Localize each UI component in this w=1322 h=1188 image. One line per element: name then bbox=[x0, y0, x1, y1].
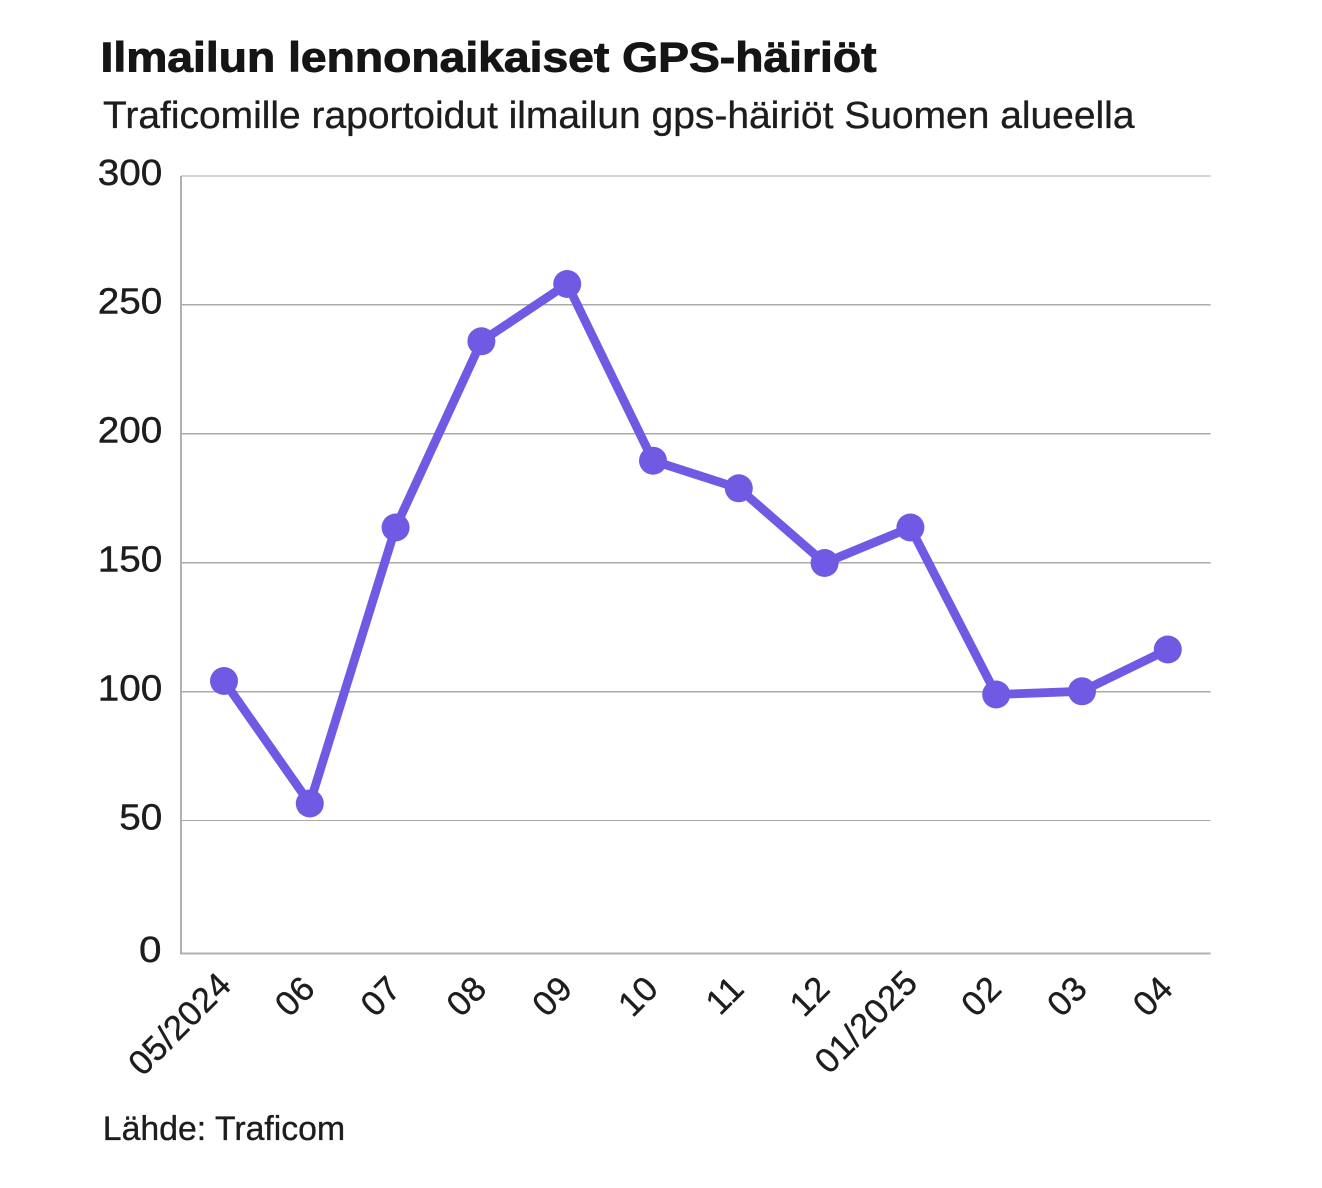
svg-text:50: 50 bbox=[119, 796, 162, 837]
svg-text:Ilmailun lennonaikaiset GPS-hä: Ilmailun lennonaikaiset GPS-häiriöt bbox=[101, 35, 877, 81]
svg-text:150: 150 bbox=[98, 539, 163, 580]
svg-text:Traficomille raportoidut ilmai: Traficomille raportoidut ilmailun gps-hä… bbox=[103, 94, 1135, 137]
svg-text:250: 250 bbox=[98, 281, 163, 322]
svg-text:Lähde: Traficom: Lähde: Traficom bbox=[103, 1110, 345, 1148]
svg-text:200: 200 bbox=[98, 410, 163, 451]
svg-text:300: 300 bbox=[98, 152, 163, 193]
svg-text:0: 0 bbox=[139, 929, 162, 970]
svg-text:100: 100 bbox=[98, 667, 163, 708]
